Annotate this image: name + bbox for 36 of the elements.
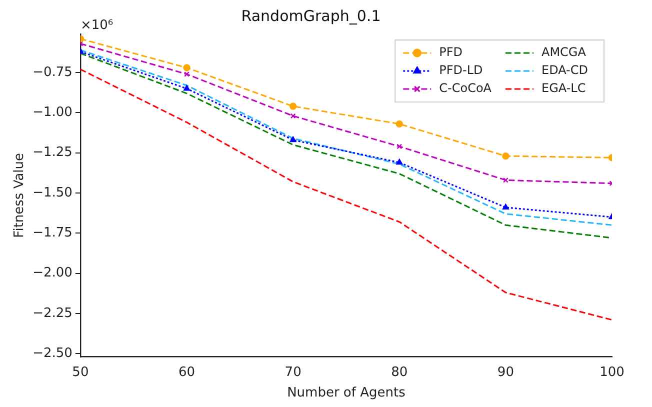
x-tick-label: 100 xyxy=(600,364,624,380)
y-tick-label: −1.25 xyxy=(32,145,72,160)
y-tick-label: −2.25 xyxy=(32,306,72,321)
legend-label: EDA-CD xyxy=(541,63,588,78)
line-series xyxy=(80,40,612,186)
y-axis-title: Fitness Value xyxy=(12,152,28,238)
point xyxy=(183,64,190,72)
point xyxy=(502,152,510,160)
x-axis-title: Number of Agents xyxy=(287,386,406,401)
chart-title: RandomGraph_0.1 xyxy=(241,6,381,25)
x-tick-label: 90 xyxy=(497,364,514,380)
x-tick-label: 60 xyxy=(178,364,196,380)
point xyxy=(396,158,403,165)
point xyxy=(502,177,508,183)
legend-label: PFD-LD xyxy=(439,63,483,78)
y-tick-label: −0.75 xyxy=(32,64,72,80)
legend-label: AMCGA xyxy=(541,45,587,60)
point xyxy=(396,144,402,150)
point xyxy=(502,204,509,210)
y-tick-label: −2.00 xyxy=(32,266,72,281)
text: ×10⁶ xyxy=(80,18,114,33)
point xyxy=(290,136,296,142)
y-tick-label: −1.50 xyxy=(32,185,72,200)
y-tick-label: −1.00 xyxy=(32,105,72,120)
x-tick-label: 50 xyxy=(72,364,89,380)
y-tick-label: −1.75 xyxy=(32,226,72,241)
point xyxy=(184,71,190,77)
x-tick-label: 80 xyxy=(391,364,408,380)
legend-label: PFD xyxy=(439,45,463,60)
point xyxy=(396,120,403,128)
point xyxy=(290,113,296,119)
x-tick-label: 70 xyxy=(284,364,302,380)
legend-label: C-CoCoA xyxy=(439,81,492,96)
y-tick-label: −2.50 xyxy=(32,346,72,361)
point xyxy=(289,102,297,110)
legend-label: EGA-LC xyxy=(541,81,586,96)
